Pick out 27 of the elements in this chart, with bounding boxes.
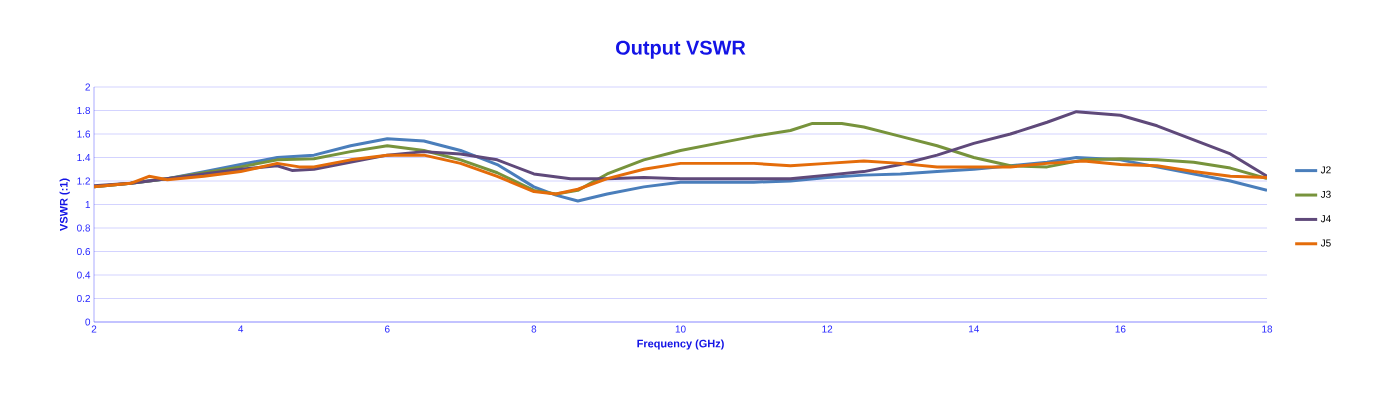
y-axis-title: VSWR (:1) (59, 178, 70, 231)
chart-title: Output VSWR (616, 40, 746, 59)
legend-label: J2 (1320, 166, 1331, 174)
legend-label: J4 (1320, 215, 1331, 223)
y-tick-label: 1 (85, 201, 91, 208)
x-tick-label: 4 (238, 325, 244, 333)
x-tick-label: 10 (675, 325, 686, 333)
x-tick-label: 12 (822, 325, 833, 333)
y-tick-label: 1.6 (77, 130, 91, 138)
y-tick-label: 1.4 (77, 154, 91, 161)
x-tick-label: 6 (384, 325, 390, 333)
x-tick-label: 2 (91, 325, 97, 333)
legend-label: J5 (1320, 239, 1331, 247)
x-tick-label: 16 (1115, 325, 1126, 333)
x-tick-label: 8 (531, 325, 537, 333)
x-tick-label: 14 (968, 325, 980, 333)
y-tick-label: 2 (85, 83, 90, 91)
x-tick-label: 18 (1262, 325, 1273, 333)
y-tick-label: 0.2 (77, 294, 90, 303)
y-tick-label: 1.2 (77, 177, 90, 185)
x-axis-title: Frequency (GHz) (637, 339, 724, 350)
y-tick-label: 0.4 (77, 271, 91, 279)
y-tick-label: 0.6 (77, 247, 91, 256)
y-tick-label: 1.8 (77, 106, 91, 115)
legend-label: J3 (1320, 190, 1331, 198)
y-tick-label: 0 (85, 318, 91, 326)
y-tick-label: 0.8 (77, 224, 91, 232)
